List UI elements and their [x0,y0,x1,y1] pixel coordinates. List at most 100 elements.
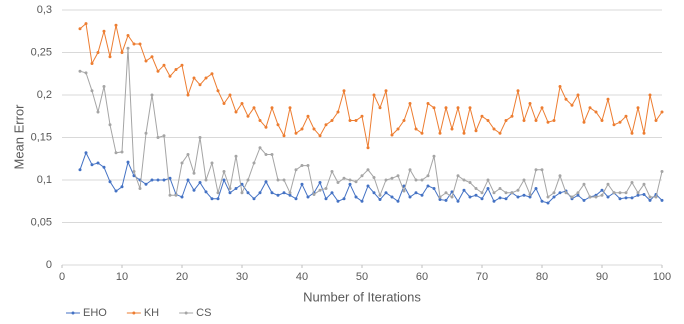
point [288,106,292,110]
x-tick-label: 80 [536,271,548,283]
y-tick-label: 0,25 [31,46,52,58]
point [162,63,166,67]
point [174,68,178,71]
y-tick-label: 0 [46,259,52,271]
point [492,191,496,195]
point [486,187,490,190]
legend-label: EHO [83,307,107,319]
point [114,189,118,193]
x-tick-label: 30 [236,271,248,283]
point [558,85,562,88]
legend-marker [132,311,136,315]
point [378,106,382,110]
point [174,193,178,197]
point [582,120,586,124]
point [312,127,316,131]
point [360,199,364,203]
point [258,191,262,195]
point [534,187,538,190]
point [600,193,604,197]
point [204,190,208,194]
point [438,131,442,135]
point [438,195,442,199]
point [456,106,460,110]
point [642,192,646,196]
point [504,191,508,195]
point [282,178,286,182]
point [636,191,640,195]
point [216,197,220,201]
point [192,76,196,80]
point [216,191,220,195]
point [372,191,376,195]
point [216,89,220,93]
point [558,174,562,178]
point [192,188,196,192]
point [180,195,184,199]
y-tick-label: 0,3 [37,4,52,16]
point [96,110,100,114]
point [432,154,436,158]
point [552,195,556,199]
point [126,34,130,37]
legend-label: CS [196,307,211,319]
point [300,164,304,168]
point [126,160,130,164]
y-axis-title: Mean Error [11,104,26,170]
point [480,114,484,118]
point [660,198,664,202]
point [396,127,400,131]
point [348,119,352,122]
point [402,189,406,193]
point [186,93,190,97]
point [630,181,634,185]
point [426,102,430,105]
point [606,97,610,101]
point [162,134,166,138]
point [576,193,580,197]
point [528,192,532,196]
point [354,195,358,199]
point [414,127,418,131]
x-tick-label: 70 [476,271,488,283]
point [642,131,646,135]
point [462,131,466,135]
point [468,195,472,199]
point [600,188,604,192]
point [144,59,148,63]
point [138,187,142,190]
point [486,178,490,182]
point [570,103,574,107]
y-tick-label: 0,05 [31,216,52,228]
point [318,181,322,185]
point [420,193,424,197]
point [648,195,652,199]
point [258,146,262,150]
point [324,123,328,127]
point [576,93,580,97]
point [450,127,454,131]
x-tick-label: 60 [416,271,428,283]
point [132,42,136,46]
point [534,119,538,122]
series-line [79,22,663,148]
point [444,106,448,110]
point [222,178,226,182]
point [372,175,376,179]
point [186,178,190,182]
point [612,123,616,127]
point [294,197,298,201]
point [378,198,382,202]
point [378,193,382,197]
point [330,191,334,195]
point [540,199,544,203]
point [198,136,202,139]
point [84,71,88,75]
point [234,110,238,114]
point [600,119,604,122]
legend-marker [184,311,188,315]
point [108,180,112,184]
x-axis-title: Number of Iterations [303,289,421,304]
point [120,185,124,189]
point [156,69,160,73]
